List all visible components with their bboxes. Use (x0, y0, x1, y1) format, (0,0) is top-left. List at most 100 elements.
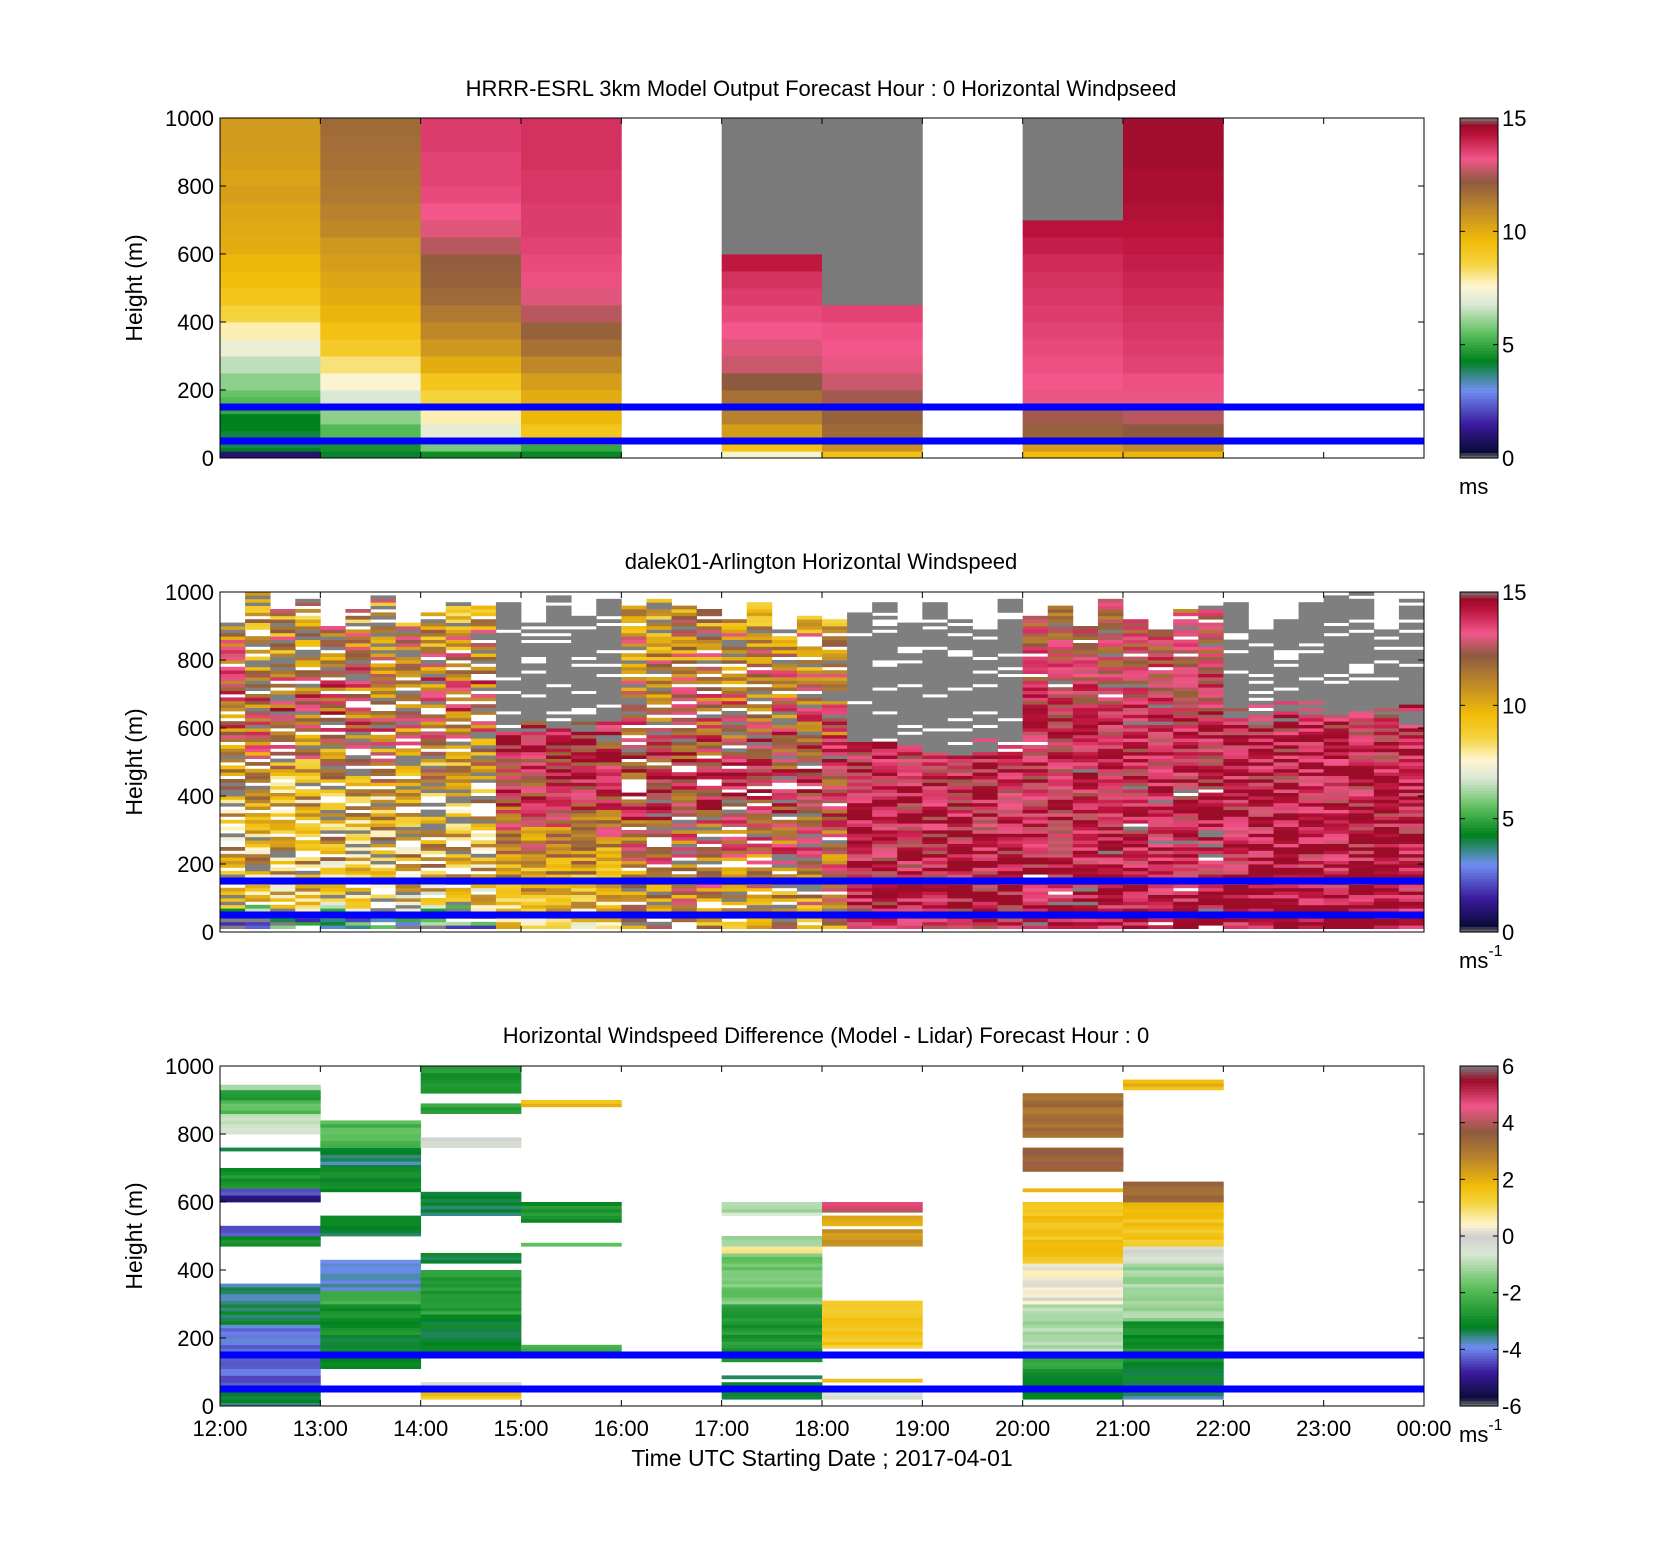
lidar-cell (1373, 860, 1400, 865)
lidar-cell (1298, 894, 1325, 899)
lidar-cell (596, 864, 622, 868)
lidar-cell (1022, 632, 1049, 637)
lidar-cell (771, 894, 798, 899)
lidar-cell (1198, 649, 1224, 654)
lidar-cell (1123, 830, 1149, 834)
model-cell (420, 288, 522, 306)
lidar-cell (1323, 598, 1350, 603)
lidar-cell (671, 833, 697, 838)
lidar-cell (1148, 789, 1174, 793)
lidar-cell (621, 836, 647, 841)
lidar-cell (721, 643, 748, 647)
lidar-cell (445, 619, 472, 623)
lidar-cell (922, 898, 948, 902)
lidar-cell (1373, 853, 1400, 858)
lidar-cell (847, 680, 873, 685)
lidar-cell (1198, 731, 1224, 736)
lidar-cell (1022, 816, 1049, 821)
lidar-cell (1273, 785, 1299, 790)
lidar-cell (646, 660, 672, 664)
lidar-cell (947, 697, 973, 702)
lidar-cell (270, 653, 296, 657)
lidar-cell (320, 728, 346, 732)
lidar-cell (495, 748, 522, 753)
lidar-cell (646, 850, 672, 855)
lidar-cell (1072, 802, 1099, 807)
colorbar-swatch (1460, 640, 1498, 644)
lidar-cell (320, 894, 346, 899)
lidar-cell (220, 802, 246, 807)
lidar-cell (847, 772, 873, 776)
diff-cell (1123, 1375, 1224, 1380)
lidar-cell (571, 884, 597, 889)
lidar-cell (470, 605, 497, 610)
diff-cell (420, 1331, 522, 1335)
lidar-cell (621, 653, 647, 657)
lidar-cell (495, 840, 522, 844)
lidar-cell (1373, 823, 1400, 827)
lidar-cell (922, 809, 948, 814)
y-tick-label: 800 (177, 648, 214, 673)
lidar-cell (922, 816, 948, 821)
lidar-cell (320, 813, 346, 817)
lidar-cell (947, 714, 973, 719)
lidar-cell (1022, 666, 1049, 671)
lidar-cell (1323, 707, 1350, 712)
lidar-cell (445, 697, 472, 702)
lidar-cell (847, 799, 873, 804)
lidar-cell (922, 887, 948, 892)
diff-cell (1123, 1361, 1224, 1366)
lidar-cell (1223, 840, 1249, 844)
lidar-cell (1223, 768, 1249, 773)
lidar-cell (771, 792, 798, 797)
lidar-cell (1148, 847, 1174, 851)
model-cell (1123, 407, 1224, 425)
lidar-cell (1198, 724, 1224, 729)
lidar-cell (1097, 721, 1124, 725)
lidar-cell (897, 639, 923, 644)
lidar-cell (646, 874, 672, 878)
diff-cell (1022, 1103, 1124, 1108)
lidar-cell (1373, 850, 1400, 855)
lidar-cell (1123, 840, 1149, 844)
lidar-cell (872, 789, 898, 793)
lidar-cell (1398, 870, 1425, 875)
colorbar-swatch (1460, 333, 1498, 337)
colorbar-swatch (1460, 418, 1498, 422)
lidar-cell (220, 700, 246, 705)
lidar-cell (621, 887, 647, 892)
lidar-cell (571, 847, 597, 851)
lidar-cell (897, 901, 923, 906)
diff-cell (721, 1348, 823, 1352)
lidar-cell (947, 925, 973, 929)
lidar-cell (1173, 884, 1199, 889)
colorbar-swatch (1460, 756, 1498, 760)
lidar-cell (245, 792, 271, 797)
lidar-cell (1097, 660, 1124, 664)
lidar-cell (872, 799, 898, 804)
lidar-cell (1148, 802, 1174, 807)
colorbar-swatch (1460, 327, 1498, 332)
diff-cell (721, 1334, 823, 1339)
lidar-cell (897, 857, 923, 861)
lidar-cell (746, 612, 773, 617)
lidar-cell (445, 670, 472, 674)
diff-cell (320, 1324, 422, 1329)
lidar-cell (220, 724, 246, 729)
diff-cell (521, 1348, 622, 1352)
lidar-cell (897, 717, 923, 722)
lidar-cell (847, 660, 873, 664)
lidar-cell (521, 860, 547, 865)
lidar-cell (897, 734, 923, 739)
colorbar-swatch (1460, 759, 1498, 763)
lidar-cell (345, 925, 371, 929)
lidar-cell (897, 677, 923, 681)
lidar-cell (1298, 751, 1325, 756)
diff-cell (1123, 1368, 1224, 1373)
lidar-cell (1173, 799, 1199, 804)
lidar-cell (345, 782, 371, 787)
lidar-cell (1047, 755, 1074, 759)
lidar-cell (796, 850, 823, 855)
lidar-cell (1198, 707, 1224, 712)
lidar-cell (1298, 816, 1325, 821)
